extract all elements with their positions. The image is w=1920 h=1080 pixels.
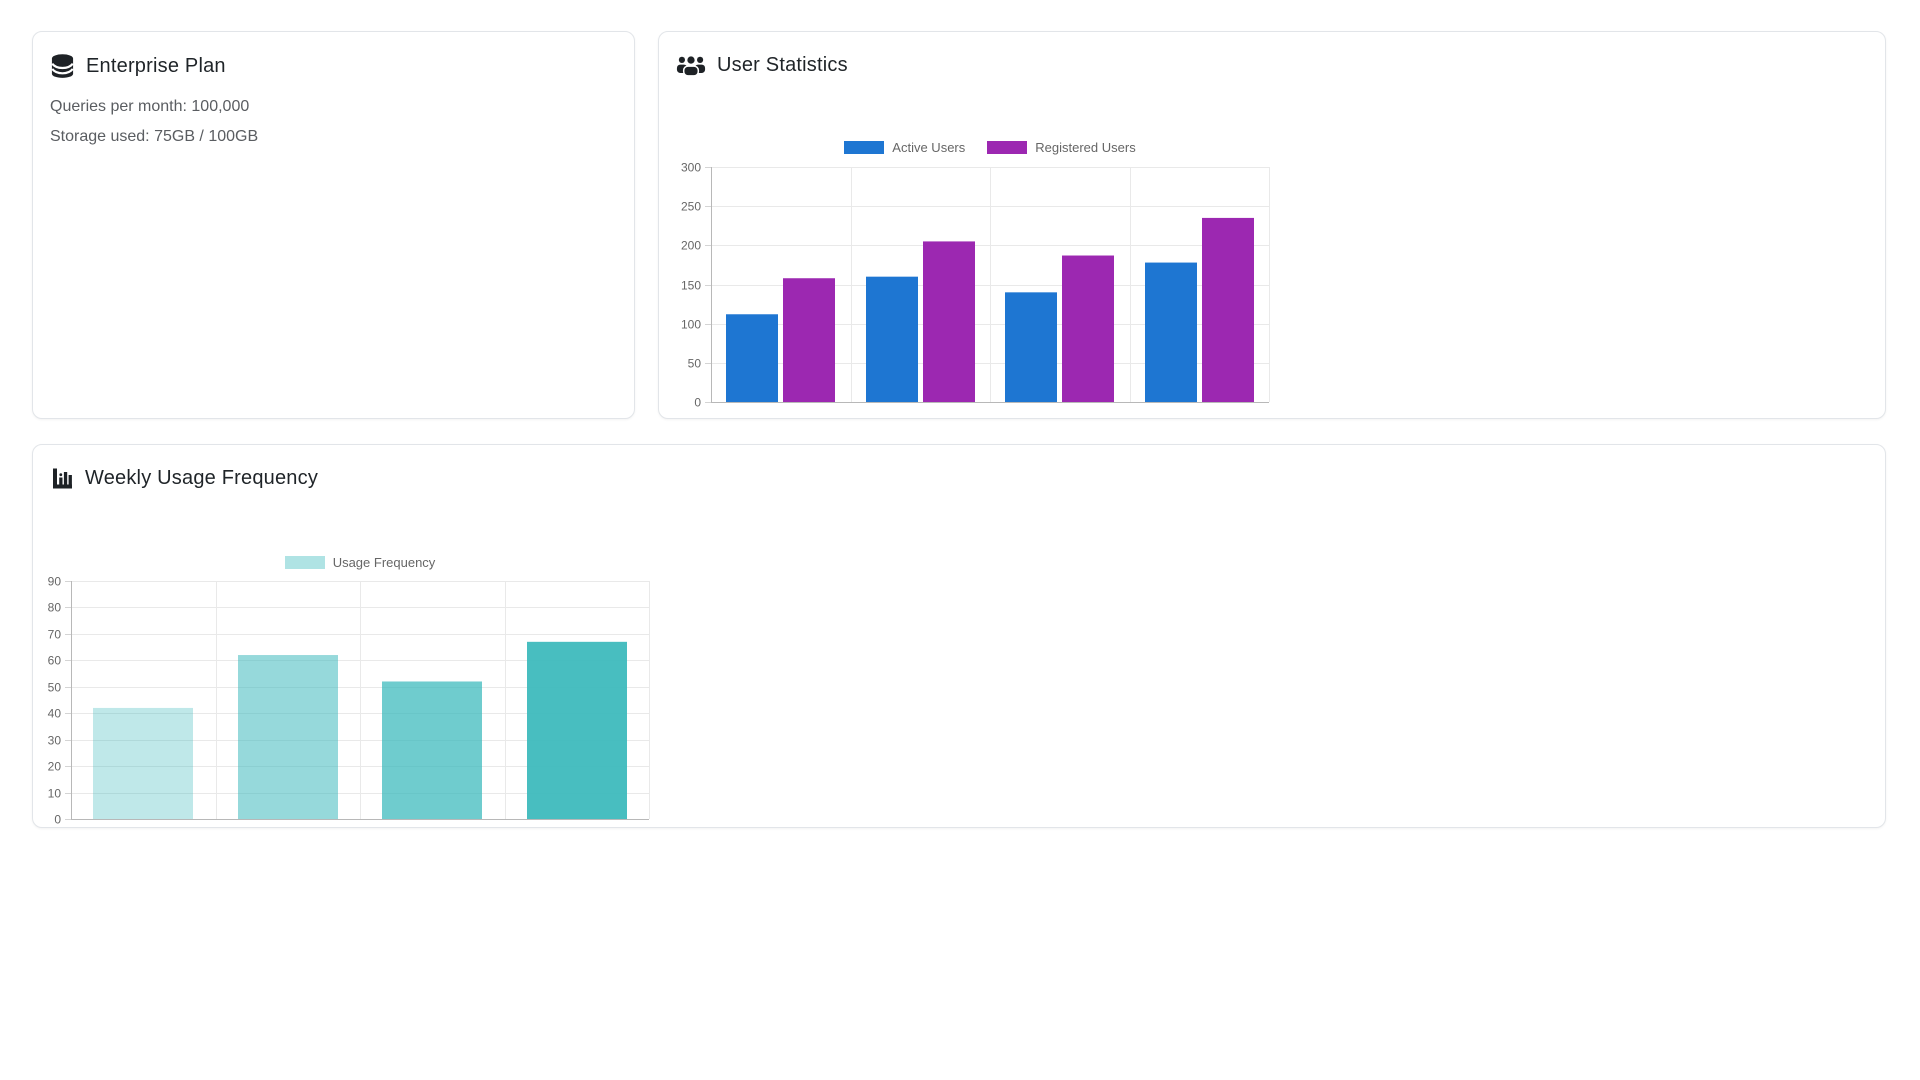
users-icon — [676, 54, 706, 77]
y-axis-tick-label: 80 — [48, 601, 62, 615]
y-axis-tick-label: 100 — [681, 318, 701, 332]
y-axis-tick-label: 30 — [48, 734, 62, 748]
enterprise-plan-card: Enterprise Plan Queries per month: 100,0… — [32, 31, 635, 419]
y-axis-tick-label: 90 — [48, 575, 62, 589]
legend-label: Active Users — [892, 139, 966, 155]
y-axis-tick-label: 0 — [694, 396, 701, 410]
weekly-usage-legend: Usage Frequency — [71, 554, 649, 570]
y-axis-tick-label: 40 — [48, 707, 62, 721]
user-statistics-title: User Statistics — [717, 54, 848, 76]
weekly-usage-title: Weekly Usage Frequency — [85, 467, 319, 489]
legend-swatch — [987, 140, 1028, 154]
database-icon — [51, 54, 74, 78]
user-statistics-header: User Statistics — [676, 53, 848, 78]
y-axis-tick-label: 250 — [681, 200, 701, 214]
legend-swatch — [284, 555, 325, 569]
bar-registered-users[interactable] — [783, 278, 835, 402]
y-axis-tick-label: 300 — [681, 161, 701, 175]
user-statistics-chart[interactable]: 0 50 100 150 200 250 300 — [659, 32, 1887, 420]
bar-usage-frequency[interactable] — [93, 707, 193, 819]
bar-registered-users[interactable] — [1062, 255, 1114, 402]
legend-swatch — [844, 140, 885, 154]
weekly-usage-chart[interactable]: 0 10 20 30 40 50 60 70 80 90 — [33, 445, 1887, 829]
y-axis-tick-label: 0 — [54, 813, 61, 827]
bar-usage-frequency[interactable] — [382, 681, 482, 819]
bar-active-users[interactable] — [726, 314, 778, 402]
legend-label: Usage Frequency — [332, 554, 436, 570]
bar-usage-frequency[interactable] — [238, 655, 338, 819]
bar-active-users[interactable] — [1145, 262, 1197, 402]
enterprise-plan-header: Enterprise Plan — [50, 53, 226, 79]
y-axis-tick-label: 50 — [48, 681, 62, 695]
user-statistics-card: User Statistics Active Users Registered U… — [658, 31, 1886, 419]
storage-used-text: Storage used: 75GB / 100GB — [50, 128, 259, 145]
queries-per-month-text: Queries per month: 100,000 — [50, 98, 250, 115]
y-axis-tick-label: 70 — [48, 628, 62, 642]
enterprise-plan-title: Enterprise Plan — [86, 54, 226, 77]
enterprise-plan-stats: Queries per month: 100,000 Storage used:… — [50, 99, 258, 159]
y-axis-tick-label: 150 — [681, 279, 701, 293]
chart-column-icon — [53, 468, 72, 489]
y-axis-tick-label: 20 — [48, 760, 62, 774]
weekly-usage-header: Weekly Usage Frequency — [50, 466, 318, 491]
legend-item[interactable]: Active Users — [844, 139, 966, 155]
y-axis-tick-label: 10 — [48, 787, 62, 801]
bar-registered-users[interactable] — [923, 241, 975, 402]
bar-active-users[interactable] — [866, 276, 918, 402]
bar-usage-frequency[interactable] — [527, 641, 627, 819]
user-statistics-legend: Active Users Registered Users — [711, 139, 1269, 155]
y-axis-tick-label: 200 — [681, 239, 701, 253]
legend-item[interactable]: Registered Users — [987, 139, 1136, 155]
weekly-usage-card: Weekly Usage Frequency Usage Frequency 0… — [32, 444, 1886, 828]
legend-label: Registered Users — [1035, 139, 1136, 155]
bar-active-users[interactable] — [1005, 292, 1057, 402]
bar-registered-users[interactable] — [1202, 217, 1254, 402]
legend-item[interactable]: Usage Frequency — [284, 554, 436, 570]
y-axis-tick-label: 50 — [688, 357, 702, 371]
y-axis-tick-label: 60 — [48, 654, 62, 668]
